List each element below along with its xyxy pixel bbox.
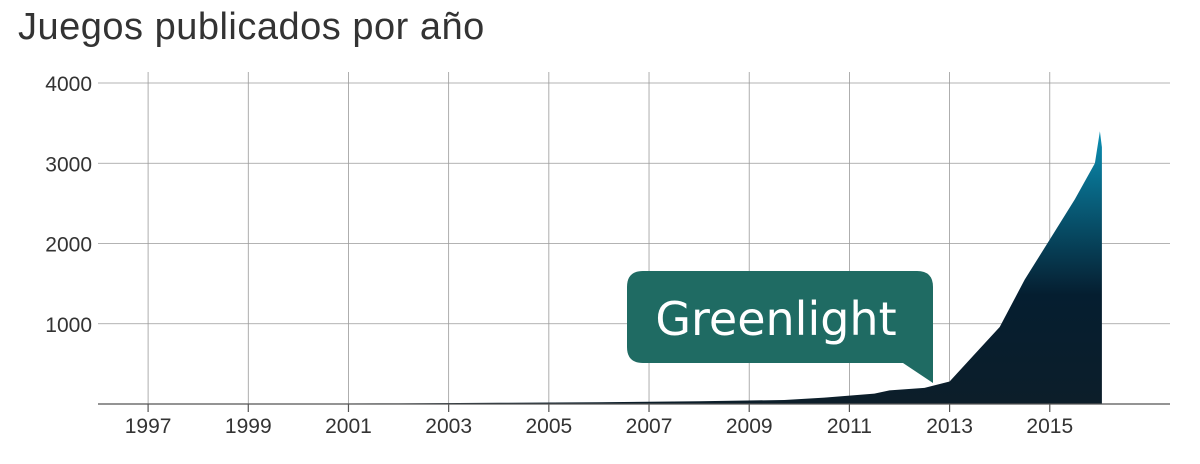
series-layer [198, 131, 1102, 404]
callout-bubble [627, 271, 933, 383]
x-tick-label: 2015 [1026, 415, 1073, 438]
area-series [198, 131, 1102, 404]
x-tick-label: 1997 [125, 415, 172, 438]
x-tick-label: 1999 [225, 415, 272, 438]
y-tick-label: 3000 [45, 153, 92, 176]
x-tick-label: 2013 [926, 415, 973, 438]
axes: 1997 1999 2001 2003 2005 2007 2009 2011 2013 2015… [45, 73, 1170, 438]
chart-title: Juegos publicados por año [18, 6, 485, 48]
x-tick-label: 2001 [325, 415, 372, 438]
y-tick-label: 4000 [45, 73, 92, 96]
greenlight-callout: Greenlight [627, 271, 933, 383]
x-tick-label: 2003 [425, 415, 472, 438]
callout-text: Greenlight [655, 292, 896, 346]
y-tick-label: 2000 [45, 234, 92, 257]
x-tick-label: 2005 [525, 415, 572, 438]
x-tick-label: 2009 [726, 415, 773, 438]
x-tick-label: 2007 [626, 415, 673, 438]
y-tick-label: 1000 [45, 314, 92, 337]
x-tick-label: 2011 [827, 415, 872, 438]
